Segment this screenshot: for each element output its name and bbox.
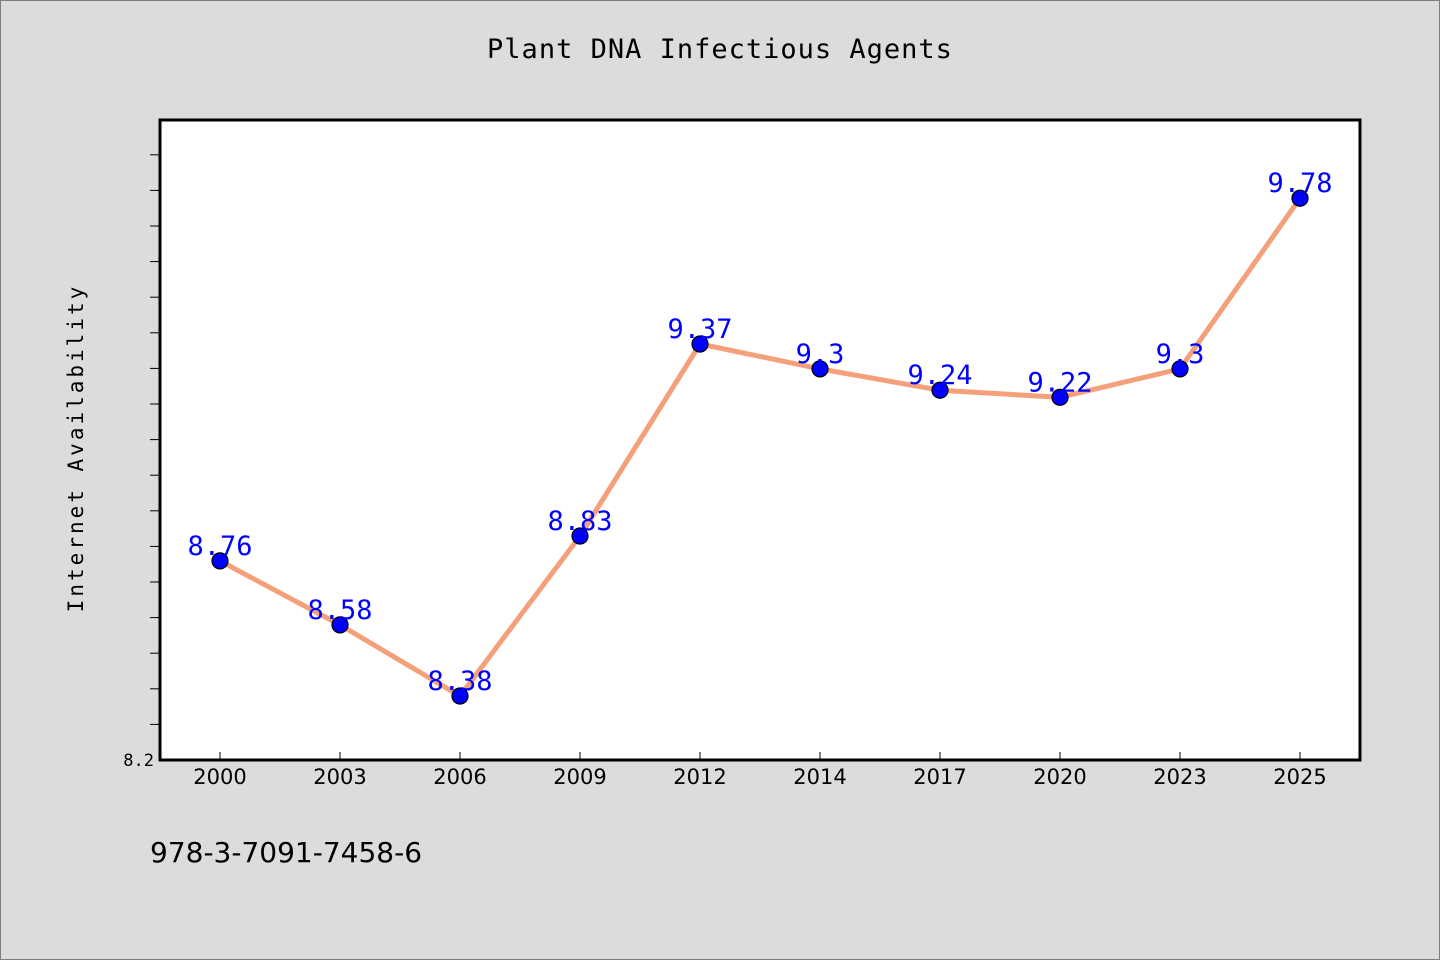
data-point: [691, 335, 709, 353]
x-tick-label: 2023: [1153, 765, 1206, 789]
data-label: 9.37: [667, 314, 732, 345]
x-tick-label: 2012: [673, 765, 726, 789]
data-point: [451, 687, 469, 705]
data-label: 9.3: [1156, 339, 1205, 370]
x-tick-label: 2020: [1033, 765, 1086, 789]
x-tick-label: 2003: [313, 765, 366, 789]
x-tick-label: 2014: [793, 765, 846, 789]
data-label: 8.38: [427, 666, 492, 697]
x-tick-label: 2017: [913, 765, 966, 789]
series-line: [217, 195, 1303, 699]
data-point: [211, 552, 229, 570]
chart-title: Plant DNA Infectious Agents: [487, 34, 953, 65]
plot-area: [158, 118, 1362, 762]
data-label: 9.22: [1027, 367, 1092, 398]
data-point: [331, 616, 349, 634]
data-point: [1051, 388, 1069, 406]
x-tick-label: 2000: [193, 765, 246, 789]
data-label: 9.24: [907, 360, 972, 391]
data-point: [811, 360, 829, 378]
data-label: 9.3: [796, 339, 845, 370]
data-label: 8.58: [307, 595, 372, 626]
x-tick-label: 2006: [433, 765, 486, 789]
data-label: 8.76: [187, 531, 252, 562]
data-label: 9.78: [1267, 168, 1332, 199]
x-tick-label: 2009: [553, 765, 606, 789]
data-point: [1291, 189, 1309, 207]
y-tick-label: 8.2: [123, 751, 154, 771]
x-tick-label: 2025: [1273, 765, 1326, 789]
data-point: [931, 381, 949, 399]
data-point: [1171, 360, 1189, 378]
isbn-text: 978-3-7091-7458-6: [150, 836, 423, 869]
data-label: 8.83: [547, 506, 612, 537]
data-point: [571, 527, 589, 545]
